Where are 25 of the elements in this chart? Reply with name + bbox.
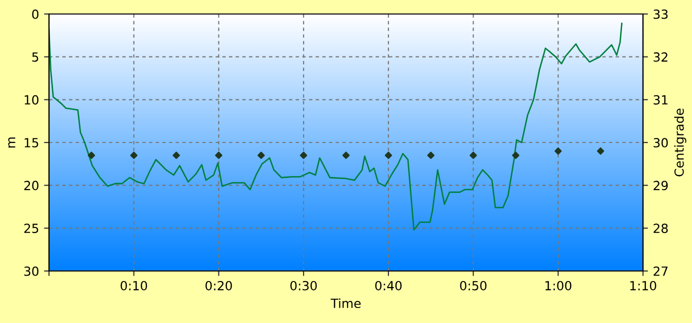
y2-tick-label: 29 — [654, 180, 668, 190]
x-tick-label: 0:10 — [120, 280, 148, 290]
y-tick-label: 0 — [32, 9, 38, 19]
y2-tick-label: 28 — [654, 224, 668, 234]
x-axis-title: Time — [330, 298, 361, 308]
y-tick-label: 25 — [24, 224, 38, 234]
line-series — [49, 22, 622, 231]
y-tick-label: 20 — [24, 180, 38, 190]
x-tick-label: 1:00 — [545, 280, 572, 290]
y-tick-label: 5 — [32, 52, 38, 62]
x-tick-label: 0:20 — [206, 280, 232, 290]
y-tick-label: 15 — [24, 138, 38, 148]
y2-tick-label: 30 — [654, 138, 668, 148]
x-tick-label: 0:30 — [290, 280, 317, 290]
x-tick-label: 0:40 — [375, 280, 402, 290]
y-tick-label: 30 — [24, 266, 38, 276]
y2-tick-label: 32 — [654, 52, 668, 62]
y2-tick-label: 31 — [654, 95, 668, 105]
y2-tick-label: 33 — [654, 9, 668, 19]
y2-axis-title: Centigrade — [674, 108, 686, 176]
y-axis-title: m — [8, 137, 16, 148]
x-tick-label: 1:10 — [630, 280, 656, 290]
x-tick-label: 0:50 — [460, 280, 486, 290]
y-tick-label: 10 — [24, 95, 38, 105]
y2-tick-label: 27 — [654, 266, 668, 276]
